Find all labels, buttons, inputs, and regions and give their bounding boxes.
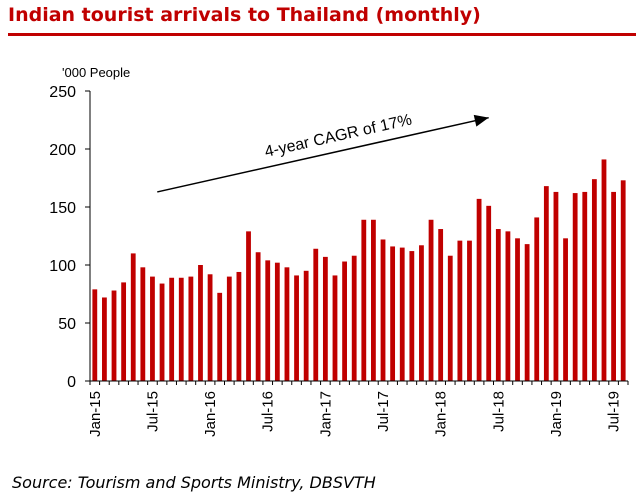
bar: [303, 270, 309, 381]
bar: [274, 262, 280, 381]
bar: [486, 205, 492, 381]
bar: [515, 238, 520, 381]
x-tick-label: Jul-18: [490, 391, 507, 432]
trend-arrow-head: [473, 114, 489, 127]
bar: [553, 191, 559, 381]
bar: [620, 180, 626, 381]
bar: [217, 292, 223, 381]
x-tick-label: Jul-19: [606, 391, 623, 432]
y-axis: 0 50 100 150 200 250: [49, 84, 91, 391]
bar: [495, 229, 501, 381]
source-note: Source: Tourism and Sports Ministry, DBS…: [12, 473, 376, 492]
bar: [332, 275, 338, 381]
bar: [150, 276, 155, 381]
y-tick-label: 100: [49, 258, 76, 275]
bar: [226, 276, 232, 381]
bar: [457, 240, 463, 381]
bar: [198, 265, 203, 381]
x-axis: Jan-15 Jul-15 Jan-16 Jul-16 Jan-17 Jul-17 Jan-…: [87, 380, 629, 437]
bar: [351, 255, 357, 381]
bar: [140, 267, 146, 381]
bar: [342, 261, 347, 381]
bar: [543, 186, 549, 381]
bar: [534, 217, 540, 381]
x-tick-label: Jan-17: [317, 391, 334, 437]
bar: [409, 251, 415, 381]
bar: [371, 219, 376, 381]
bar: [284, 267, 290, 381]
bar: [102, 297, 107, 381]
bar: [572, 193, 578, 381]
bar: [169, 277, 175, 381]
bar: [178, 277, 184, 381]
bar: [419, 245, 424, 381]
bar: [207, 274, 213, 381]
trend-arrow-line: [157, 116, 489, 193]
x-tick-label: Jan-16: [202, 391, 219, 437]
bar: [121, 282, 127, 381]
y-tick-label: 150: [49, 200, 76, 217]
bar: [313, 248, 319, 381]
x-tick-label: Jul-17: [375, 391, 392, 432]
title-underline: [8, 33, 636, 36]
bar: [591, 179, 597, 381]
bar: [505, 231, 511, 381]
bar: [246, 231, 251, 381]
bar: [611, 191, 616, 381]
bar: [265, 260, 271, 381]
bar: [361, 219, 367, 381]
y-tick-label: 0: [67, 374, 76, 391]
x-tick-label: Jan-15: [87, 391, 104, 437]
x-tick-label: Jan-18: [433, 391, 450, 437]
x-tick-label: Jan-19: [548, 391, 565, 437]
bar: [447, 255, 453, 381]
bar: [188, 276, 194, 381]
bar: [92, 289, 98, 381]
bar: [294, 275, 299, 381]
bar: [399, 247, 405, 381]
bar: [255, 252, 261, 381]
y-tick-label: 200: [49, 142, 76, 159]
bar: [428, 219, 434, 381]
bar: [159, 283, 165, 381]
chart-title: Indian tourist arrivals to Thailand (mon…: [8, 4, 481, 26]
bar: [601, 159, 607, 381]
y-tick-label: 50: [58, 316, 76, 333]
bar: [438, 229, 444, 381]
cagr-annotation: 4-year CAGR of 17%: [263, 111, 413, 160]
x-tick-label: Jul-15: [144, 391, 161, 432]
bar: [476, 198, 482, 381]
bar: [467, 240, 472, 381]
bar: [563, 238, 568, 381]
bar: [236, 271, 242, 381]
y-tick-label: 250: [49, 84, 76, 101]
y-axis-label: '000 People: [62, 65, 130, 80]
bar: [524, 244, 530, 381]
bar: [582, 191, 588, 381]
annotation: 4-year CAGR of 17%: [157, 111, 489, 193]
bar: [130, 253, 136, 381]
bar: [111, 290, 117, 381]
x-tick-label: Jul-16: [260, 391, 277, 432]
bars: [92, 159, 626, 381]
bar: [380, 239, 386, 381]
bar: [322, 256, 328, 381]
bar: [390, 246, 396, 381]
